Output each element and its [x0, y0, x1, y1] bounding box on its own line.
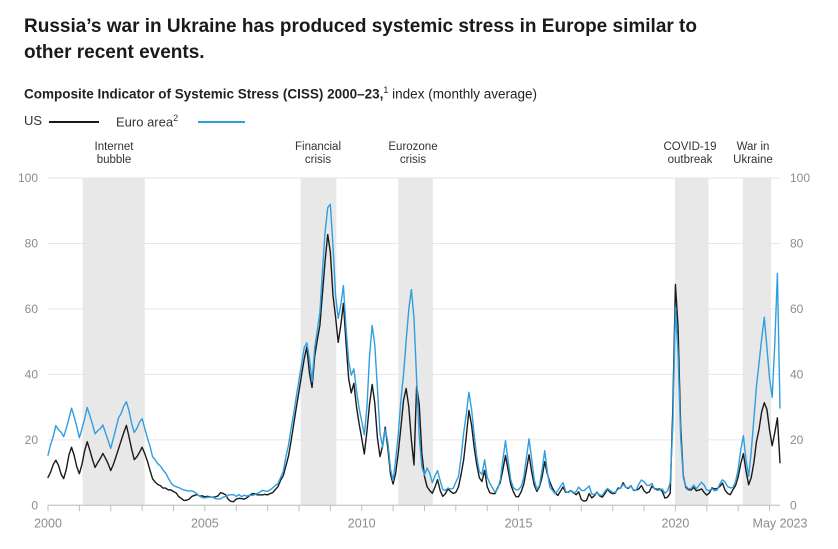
svg-text:20: 20	[25, 433, 39, 447]
svg-text:20: 20	[790, 433, 804, 447]
svg-text:2000: 2000	[34, 516, 62, 530]
svg-text:80: 80	[25, 236, 39, 250]
svg-text:100: 100	[18, 171, 38, 185]
svg-text:0: 0	[790, 498, 797, 512]
svg-text:2010: 2010	[348, 516, 376, 530]
svg-text:100: 100	[790, 171, 810, 185]
svg-text:60: 60	[790, 302, 804, 316]
svg-text:2020: 2020	[662, 516, 690, 530]
svg-text:80: 80	[790, 236, 804, 250]
svg-text:2015: 2015	[505, 516, 533, 530]
svg-text:40: 40	[25, 367, 39, 381]
svg-text:40: 40	[790, 367, 804, 381]
svg-text:60: 60	[25, 302, 39, 316]
svg-text:0: 0	[31, 498, 38, 512]
svg-text:2005: 2005	[191, 516, 219, 530]
svg-text:May 2023: May 2023	[753, 516, 808, 530]
